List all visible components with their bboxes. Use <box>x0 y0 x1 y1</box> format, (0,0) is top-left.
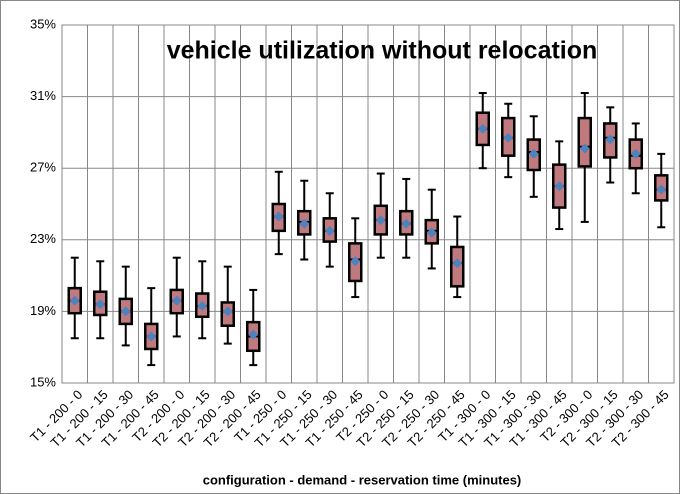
mean-marker <box>477 123 488 134</box>
y-tick-label: 31% <box>30 88 56 103</box>
box <box>577 116 592 168</box>
mean-marker <box>375 215 386 226</box>
mean-marker <box>350 256 361 267</box>
mean-marker <box>171 295 182 306</box>
y-tick-label: 27% <box>30 160 56 175</box>
mean-marker <box>528 148 539 159</box>
mean-marker <box>401 218 412 229</box>
y-tick-label: 15% <box>30 374 56 389</box>
mean-marker <box>222 306 233 317</box>
mean-marker <box>605 134 616 145</box>
mean-marker <box>248 329 259 340</box>
y-tick-label: 23% <box>30 231 56 246</box>
mean-marker <box>146 331 157 342</box>
mean-marker <box>426 227 437 238</box>
mean-marker <box>630 148 641 159</box>
mean-marker <box>197 301 208 312</box>
mean-marker <box>579 143 590 154</box>
mean-marker <box>324 225 335 236</box>
x-axis-label: configuration - demand - reservation tim… <box>203 472 522 487</box>
mean-marker <box>656 184 667 195</box>
mean-marker <box>299 218 310 229</box>
y-tick-label: 35% <box>30 16 56 31</box>
mean-marker <box>120 306 131 317</box>
mean-marker <box>69 295 80 306</box>
chart-title: vehicle utilization without relocation <box>167 37 598 65</box>
mean-marker <box>95 299 106 310</box>
mean-marker <box>452 258 463 269</box>
mean-marker <box>554 181 565 192</box>
mean-marker <box>503 132 514 143</box>
mean-marker <box>273 211 284 222</box>
y-tick-label: 19% <box>30 303 56 318</box>
